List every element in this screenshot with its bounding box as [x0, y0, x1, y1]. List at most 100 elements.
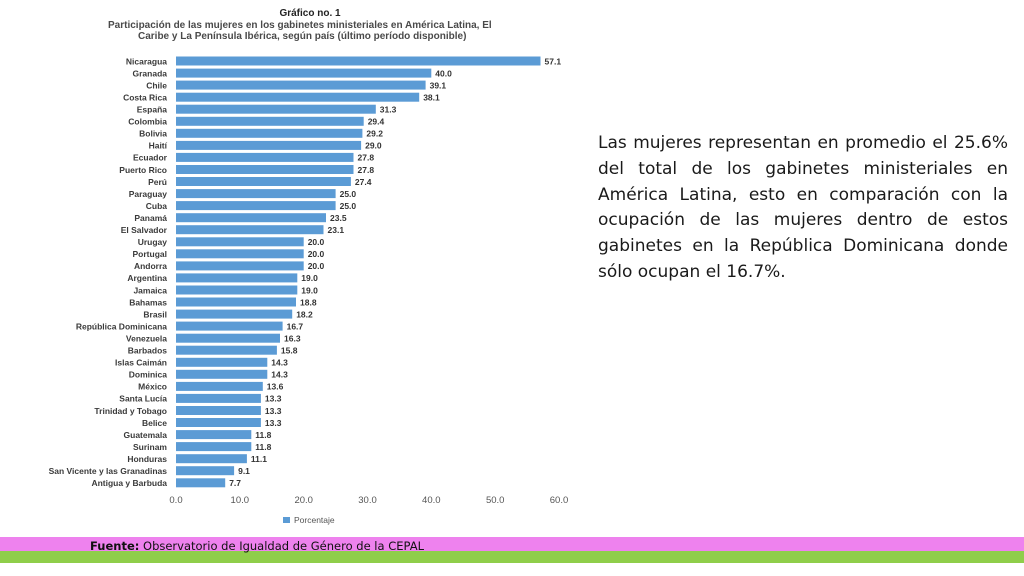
data-label: 23.5: [330, 213, 347, 223]
data-label: 27.8: [358, 153, 375, 163]
data-label: 14.3: [271, 358, 288, 368]
x-tick-label: 30.0: [358, 495, 377, 506]
x-tick-label: 0.0: [169, 495, 182, 506]
chart-title-line-2: Caribe y La Península Ibérica, según paí…: [138, 31, 467, 42]
bar: [176, 309, 293, 319]
x-tick-label: 60.0: [550, 495, 569, 506]
category-label: Jamaica: [133, 285, 167, 295]
bar: [176, 116, 364, 126]
bar: [176, 430, 252, 440]
category-label: Nicaragua: [126, 56, 167, 66]
data-label: 11.8: [255, 442, 271, 452]
data-label: 57.1: [545, 56, 562, 66]
data-label: 23.1: [328, 225, 345, 235]
category-label: Andorra: [134, 261, 167, 271]
data-label: 14.3: [271, 370, 288, 380]
bar: [176, 249, 304, 259]
data-label: 38.1: [423, 93, 440, 103]
bar: [176, 333, 280, 343]
category-label: Guatemala: [124, 430, 168, 440]
legend-label: Porcentaje: [294, 515, 335, 525]
bar: [176, 321, 283, 331]
bar: [176, 466, 235, 476]
category-label: San Vicente y las Granadinas: [49, 466, 168, 476]
data-label: 39.1: [430, 80, 447, 90]
category-label: Belice: [142, 418, 167, 428]
bar: [176, 104, 376, 114]
bar: [176, 478, 226, 488]
category-label: Argentina: [127, 273, 167, 283]
category-label: Bahamas: [129, 297, 167, 307]
category-label: Panamá: [134, 213, 167, 223]
chart-title-line-1: Participación de las mujeres en los gabi…: [108, 20, 492, 31]
category-label: Colombia: [128, 117, 167, 127]
bar: [176, 201, 336, 211]
bar: [176, 140, 362, 150]
data-label: 11.8: [255, 430, 271, 440]
bar: [176, 418, 261, 427]
bar-chart: Nicaragua 57.1 Granada 40.0 Chile 39.1 Costa R…: [49, 56, 569, 525]
category-label: Costa Rica: [123, 93, 167, 103]
x-tick-label: 50.0: [486, 495, 505, 506]
bar: [176, 92, 420, 102]
category-label: Cuba: [146, 201, 168, 211]
legend-swatch: [283, 517, 290, 523]
data-label: 29.4: [368, 117, 385, 127]
data-label: 13.3: [265, 406, 282, 416]
x-tick-label: 40.0: [422, 495, 441, 506]
category-label: Honduras: [127, 454, 167, 464]
footer-band-pink: [0, 537, 1024, 551]
category-label: El Salvador: [121, 225, 168, 235]
category-label: Bolivia: [139, 129, 167, 139]
chart-title: Participación de las mujeres en los gabi…: [100, 20, 520, 42]
data-label: 13.3: [265, 418, 282, 428]
category-label: Brasil: [143, 309, 167, 319]
source-note: Fuente: Observatorio de Igualdad de Géne…: [90, 539, 424, 553]
data-label: 13.3: [265, 394, 282, 404]
bar: [176, 285, 298, 295]
bar: [176, 128, 363, 138]
category-label: Islas Caimán: [115, 358, 167, 368]
source-label: Fuente:: [90, 539, 140, 553]
category-label: Chile: [146, 80, 167, 90]
data-label: 19.0: [301, 285, 318, 295]
bar: [176, 165, 354, 174]
data-label: 18.2: [296, 309, 313, 319]
bar: [176, 225, 324, 235]
data-label: 31.3: [380, 105, 397, 115]
bar: [176, 406, 261, 415]
bar: [176, 237, 304, 247]
x-tick-label: 20.0: [294, 495, 313, 506]
category-label: República Dominicana: [76, 321, 167, 331]
data-label: 9.1: [238, 466, 250, 476]
data-label: 16.3: [284, 334, 301, 344]
chart-header: Gráfico no. 1 Participación de las mujer…: [100, 8, 520, 42]
data-label: 27.8: [358, 165, 375, 175]
category-label: Ecuador: [133, 153, 168, 163]
data-label: 15.8: [281, 346, 298, 356]
data-label: 25.0: [340, 201, 357, 211]
category-label: Barbados: [128, 346, 167, 356]
data-label: 20.0: [308, 261, 325, 271]
x-tick-label: 10.0: [231, 495, 250, 506]
data-label: 16.7: [287, 321, 304, 331]
bar: [176, 261, 304, 271]
category-label: Urugay: [138, 237, 168, 247]
category-label: Paraguay: [129, 189, 168, 199]
bar: [176, 177, 351, 186]
bar: [176, 56, 541, 66]
category-label: Haití: [149, 141, 168, 151]
bar: [176, 152, 354, 162]
data-label: 29.0: [365, 141, 382, 151]
bar: [176, 345, 277, 355]
bar: [176, 369, 268, 379]
bar: [176, 213, 326, 223]
data-label: 27.4: [355, 177, 372, 187]
data-label: 20.0: [308, 237, 325, 247]
category-label: Santa Lucía: [119, 394, 167, 404]
bar: [176, 273, 298, 283]
category-label: Trinidad y Tobago: [94, 406, 167, 416]
bar: [176, 80, 426, 90]
data-label: 19.0: [301, 273, 318, 283]
category-label: España: [137, 105, 168, 115]
